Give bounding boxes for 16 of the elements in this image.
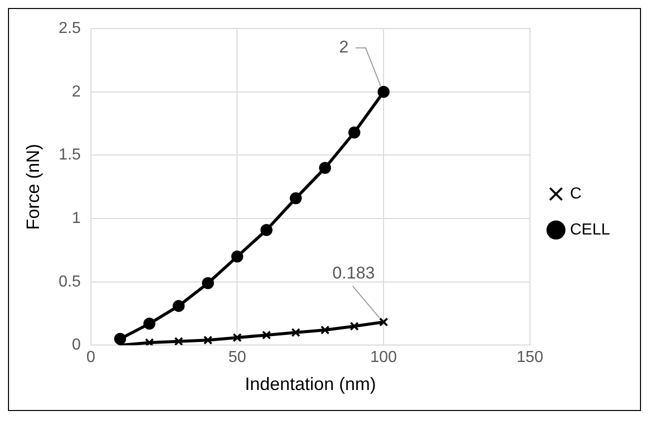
- x-tick-label: 150: [516, 349, 544, 366]
- y-tick-label: 0.5: [58, 273, 81, 290]
- y-axis-title: Force (nN): [22, 144, 43, 230]
- x-tick-label: 0: [86, 349, 96, 366]
- data-label: 2: [339, 38, 349, 57]
- y-tick-label: 1.5: [58, 146, 81, 164]
- x-tick-label: 100: [370, 349, 398, 366]
- y-tick-label: 0: [72, 336, 81, 354]
- legend-label: C: [570, 185, 582, 202]
- data-label: 0.183: [332, 264, 375, 283]
- y-tick-label: 2: [72, 83, 81, 100]
- legend-label: CELL: [570, 221, 610, 238]
- x-axis-title: Indentation (nm): [244, 374, 376, 394]
- x-tick-label: 50: [228, 349, 246, 366]
- y-tick-label: 1: [72, 210, 81, 227]
- y-tick-label: 2.5: [58, 20, 81, 38]
